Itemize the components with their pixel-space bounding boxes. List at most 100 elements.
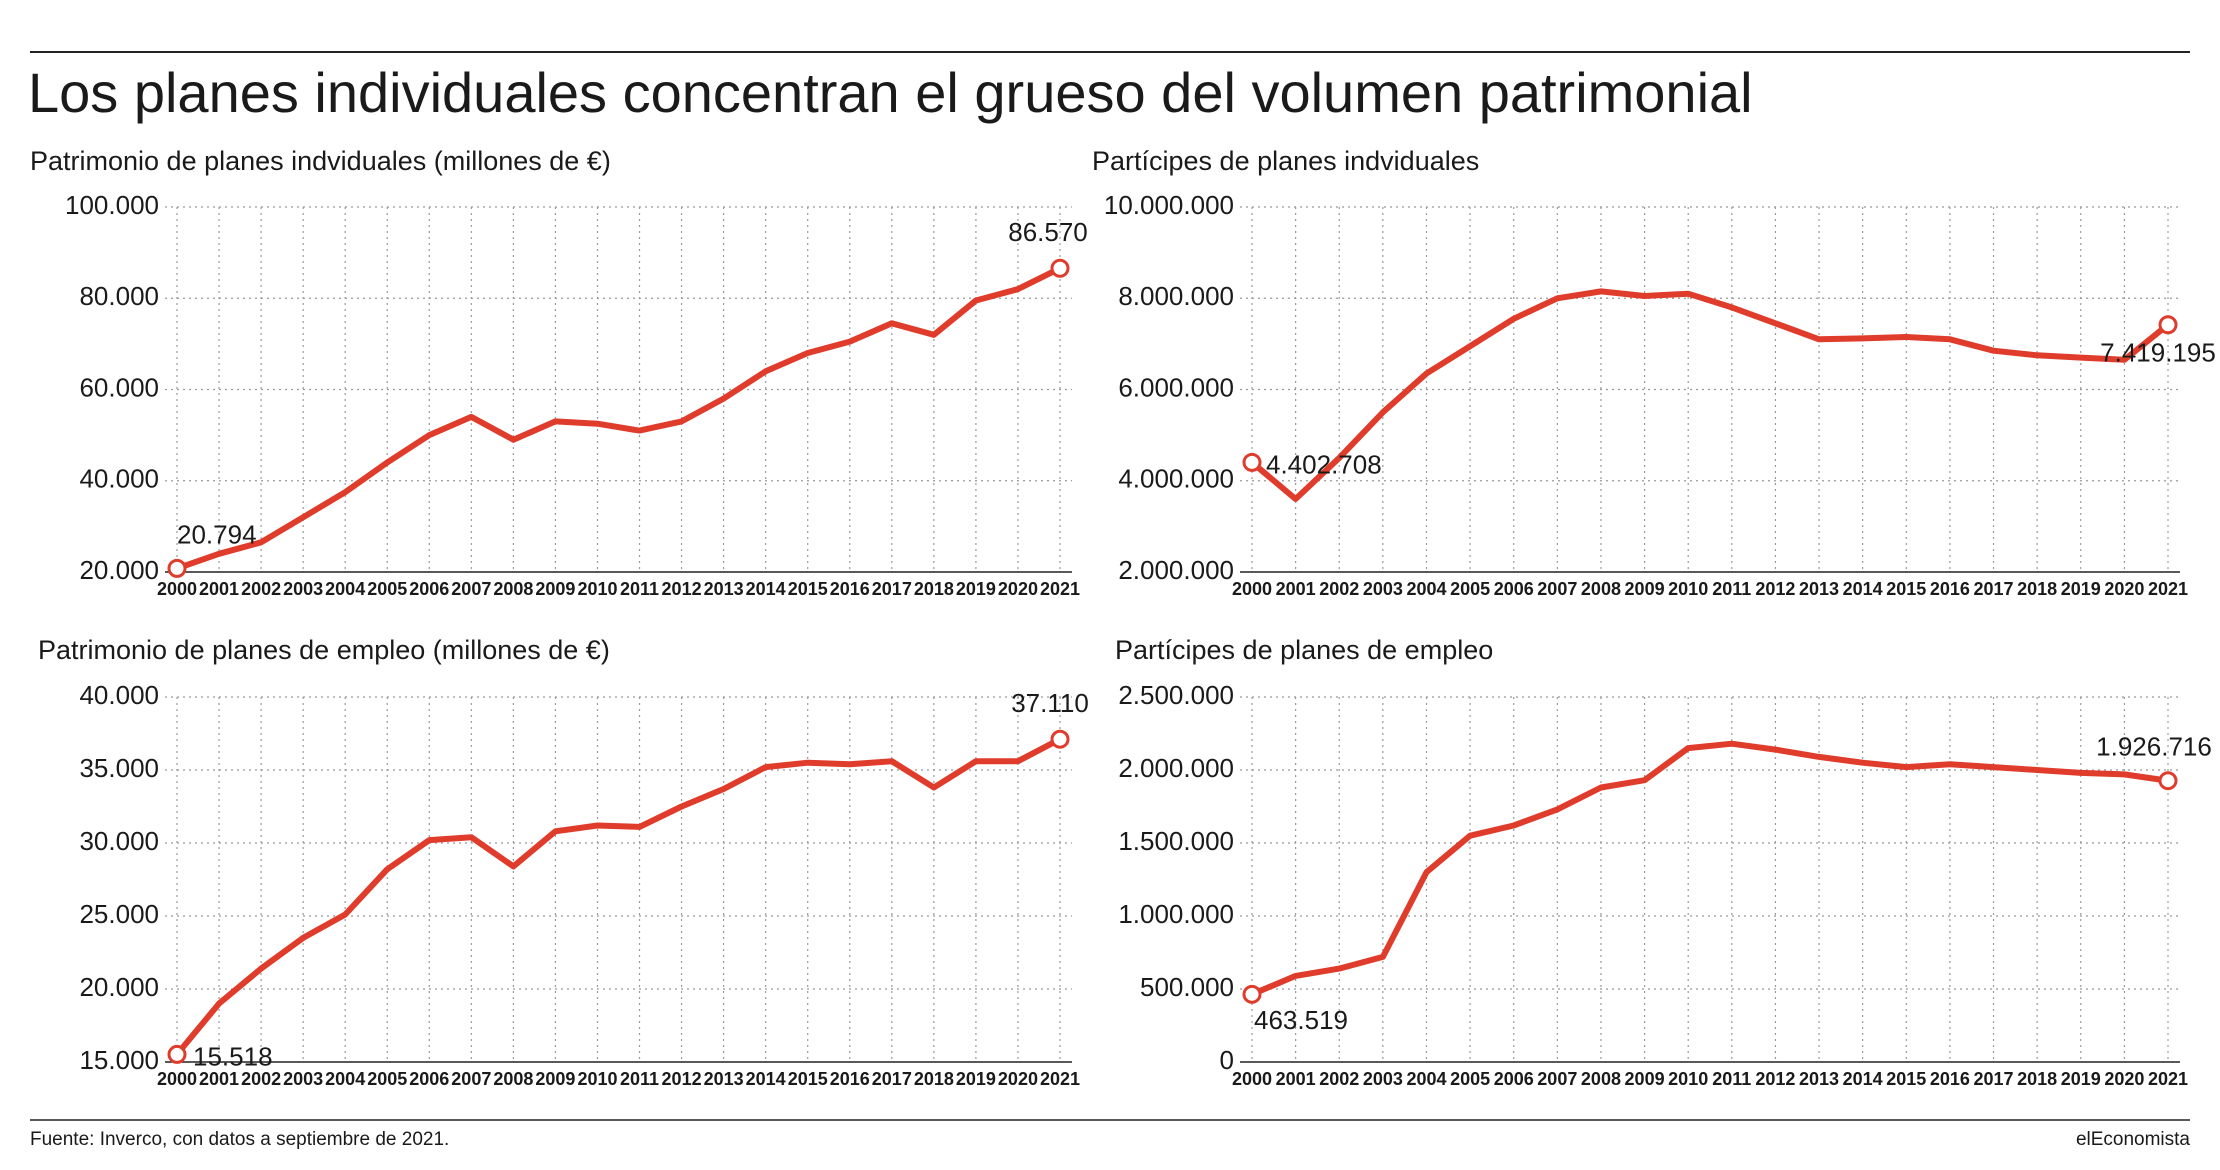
data-label: 7.419.195 — [2100, 338, 2216, 368]
x-tick-label: 2009 — [535, 579, 575, 599]
x-tick-label: 2006 — [409, 1069, 449, 1089]
y-tick-label: 2.000.000 — [1118, 753, 1234, 783]
x-tick-label: 2010 — [577, 1069, 617, 1089]
data-label: 37.110 — [1011, 688, 1089, 718]
x-tick-label: 2000 — [157, 579, 197, 599]
x-tick-label: 2021 — [1040, 579, 1080, 599]
data-label: 463.519 — [1254, 1005, 1348, 1035]
x-tick-label: 2017 — [872, 579, 912, 599]
y-tick-label: 80.000 — [79, 281, 159, 311]
x-tick-label: 2001 — [199, 579, 239, 599]
x-tick-label: 2004 — [1406, 1069, 1446, 1089]
data-label: 4.402.708 — [1266, 449, 1382, 479]
x-tick-label: 2013 — [704, 1069, 744, 1089]
chart-subtitle: Patrimonio de planes indviduales (millon… — [30, 146, 611, 176]
x-tick-label: 2008 — [1581, 1069, 1621, 1089]
chart-subtitle: Partícipes de planes indviduales — [1092, 146, 1479, 176]
chart-subtitle: Patrimonio de planes de empleo (millones… — [38, 635, 610, 665]
data-line — [176, 265, 1062, 572]
x-tick-label: 2007 — [1537, 1069, 1577, 1089]
x-tick-label: 2020 — [2104, 579, 2144, 599]
x-tick-label: 2013 — [1799, 579, 1839, 599]
x-tick-label: 2011 — [620, 1069, 659, 1089]
x-tick-label: 2000 — [1232, 579, 1272, 599]
x-tick-label: 2007 — [451, 579, 491, 599]
x-tick-label: 2007 — [451, 1069, 491, 1089]
x-tick-label: 2017 — [1974, 579, 2014, 599]
x-tick-label: 2005 — [367, 1069, 407, 1089]
data-line — [1250, 288, 2170, 502]
x-tick-label: 2014 — [1843, 1069, 1883, 1089]
x-tick-label: 2013 — [1799, 1069, 1839, 1089]
x-tick-label: 2015 — [788, 579, 828, 599]
point-marker — [1242, 452, 1262, 472]
x-tick-label: 2006 — [1494, 579, 1534, 599]
x-tick-label: 2003 — [1363, 579, 1403, 599]
x-tick-label: 2018 — [2017, 579, 2057, 599]
x-tick-label: 2009 — [1625, 1069, 1665, 1089]
x-tick-label: 2013 — [704, 579, 744, 599]
x-tick-label: 2019 — [2061, 579, 2101, 599]
x-tick-label: 2010 — [1668, 1069, 1708, 1089]
x-tick-label: 2006 — [1494, 1069, 1534, 1089]
x-tick-label: 2012 — [1755, 579, 1795, 599]
y-tick-label: 10.000.000 — [1104, 190, 1234, 220]
x-tick-label: 2002 — [1319, 579, 1359, 599]
data-line — [174, 736, 1062, 1057]
x-tick-label: 2015 — [788, 1069, 828, 1089]
x-tick-label: 2002 — [1319, 1069, 1359, 1089]
x-tick-label: 2003 — [1363, 1069, 1403, 1089]
y-tick-label: 20.000 — [79, 555, 159, 585]
y-tick-label: 6.000.000 — [1118, 372, 1234, 402]
x-tick-label: 2015 — [1886, 1069, 1926, 1089]
x-tick-label: 2020 — [2104, 1069, 2144, 1089]
y-tick-label: 4.000.000 — [1118, 464, 1234, 494]
x-tick-label: 2020 — [998, 1069, 1038, 1089]
x-tick-label: 2011 — [1712, 1069, 1751, 1089]
x-tick-label: 2016 — [830, 579, 870, 599]
point-marker — [1050, 729, 1070, 749]
x-tick-label: 2014 — [746, 579, 786, 599]
data-label: 86.570 — [1008, 217, 1088, 247]
x-tick-label: 2019 — [2061, 1069, 2101, 1089]
x-tick-label: 2005 — [1450, 1069, 1490, 1089]
x-tick-label: 2010 — [1668, 579, 1708, 599]
point-marker — [2158, 315, 2178, 335]
x-tick-label: 2021 — [2148, 1069, 2188, 1089]
point-marker — [167, 1044, 187, 1064]
x-tick-label: 2019 — [956, 579, 996, 599]
x-tick-label: 2014 — [746, 1069, 786, 1089]
brand: elEconomista — [2076, 1129, 2190, 1150]
x-tick-label: 2011 — [1712, 579, 1751, 599]
data-line — [1250, 740, 2169, 998]
x-tick-label: 2014 — [1843, 579, 1883, 599]
x-tick-label: 2021 — [2148, 579, 2188, 599]
x-tick-label: 2019 — [956, 1069, 996, 1089]
x-tick-label: 2005 — [367, 579, 407, 599]
x-tick-label: 2008 — [493, 579, 533, 599]
data-label: 1.926.716 — [2096, 732, 2212, 762]
x-tick-label: 2018 — [914, 1069, 954, 1089]
x-tick-label: 2016 — [830, 1069, 870, 1089]
y-tick-label: 40.000 — [79, 680, 159, 710]
y-tick-label: 40.000 — [79, 464, 159, 494]
x-tick-label: 2001 — [199, 1069, 239, 1089]
x-tick-label: 2003 — [283, 1069, 323, 1089]
y-tick-label: 500.000 — [1140, 972, 1234, 1002]
x-tick-label: 2010 — [577, 579, 617, 599]
y-tick-label: 8.000.000 — [1118, 281, 1234, 311]
y-tick-label: 30.000 — [79, 826, 159, 856]
x-tick-label: 2012 — [662, 579, 702, 599]
x-tick-label: 2001 — [1276, 579, 1316, 599]
x-tick-label: 2007 — [1537, 579, 1577, 599]
x-tick-label: 2000 — [157, 1069, 197, 1089]
point-marker — [2158, 771, 2178, 791]
y-tick-label: 2.000.000 — [1118, 555, 1234, 585]
y-tick-label: 25.000 — [79, 899, 159, 929]
x-tick-label: 2018 — [914, 579, 954, 599]
x-tick-label: 2018 — [2017, 1069, 2057, 1089]
x-tick-label: 2003 — [283, 579, 323, 599]
x-tick-label: 2017 — [872, 1069, 912, 1089]
data-label: 15.518 — [193, 1041, 273, 1071]
y-tick-label: 20.000 — [79, 972, 159, 1002]
